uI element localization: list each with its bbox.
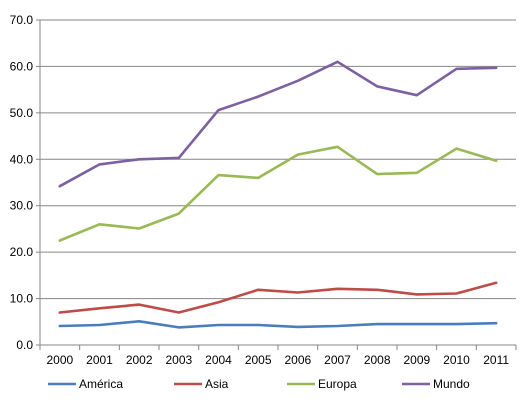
x-tick-label: 2001 xyxy=(86,353,113,367)
series-line-europa xyxy=(58,145,498,242)
y-tick-label: 40.0 xyxy=(10,152,34,166)
gridlines xyxy=(40,19,516,300)
y-tick-label: 50.0 xyxy=(10,106,34,120)
x-tick-label: 2005 xyxy=(245,353,272,367)
legend-label: América xyxy=(79,377,123,391)
y-tick-label: 70.0 xyxy=(10,13,34,27)
legend-label: Mundo xyxy=(433,377,470,391)
legend-label: Asia xyxy=(205,377,229,391)
x-tick-label: 2009 xyxy=(403,353,430,367)
series-line-américa xyxy=(58,319,498,329)
x-tick-label: 2003 xyxy=(165,353,192,367)
legend-label: Europa xyxy=(318,377,357,391)
series-lines xyxy=(58,60,498,329)
x-tick-label: 2000 xyxy=(46,353,73,367)
x-tick-label: 2008 xyxy=(364,353,391,367)
x-tick-label: 2002 xyxy=(126,353,153,367)
series-line-asia xyxy=(58,281,498,314)
x-tick-label: 2010 xyxy=(443,353,470,367)
y-axis-tick-labels: 0.0 10.0 20.0 30.0 40.0 50.0 60.0 70.0 xyxy=(10,13,34,352)
x-tick-label: 2006 xyxy=(284,353,311,367)
x-tick-label: 2004 xyxy=(205,353,232,367)
series-line-mundo xyxy=(58,60,498,188)
x-tick-label: 2007 xyxy=(324,353,351,367)
x-tick-label: 2011 xyxy=(483,353,509,367)
legend: América Asia Europa Mundo xyxy=(48,377,470,391)
x-axis-tick-labels: 2000 2001 2002 2003 2004 2005 2006 2007 2008 2009… xyxy=(46,353,509,367)
y-tick-label: 30.0 xyxy=(10,199,34,213)
y-tick-label: 20.0 xyxy=(10,245,34,259)
axes xyxy=(36,19,517,350)
y-tick-label: 60.0 xyxy=(10,59,34,73)
y-tick-label: 10.0 xyxy=(10,292,34,306)
y-tick-label: 0.0 xyxy=(16,338,33,352)
